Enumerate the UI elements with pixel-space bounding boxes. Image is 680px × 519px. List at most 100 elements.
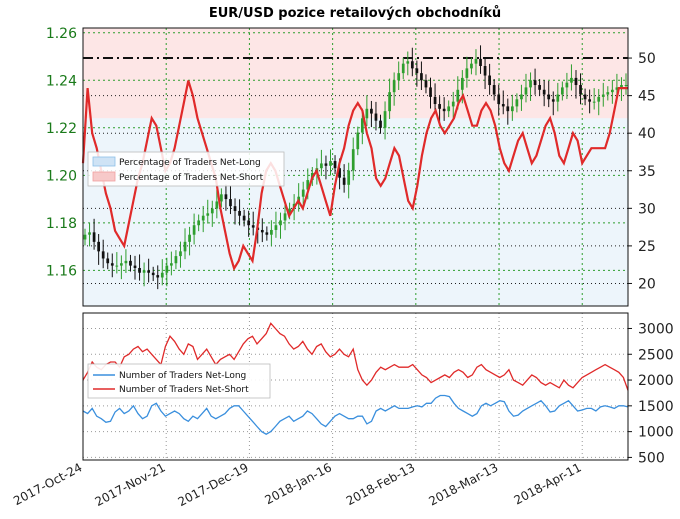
chart-title: EUR/USD pozice retailových obchodníků bbox=[209, 6, 501, 21]
candle-body bbox=[524, 87, 528, 95]
candle-body bbox=[83, 234, 87, 240]
price-tick-label: 1.16 bbox=[46, 263, 77, 279]
candle-body bbox=[497, 94, 501, 105]
candle-body bbox=[260, 229, 264, 233]
legend-label-net-short-pct: Percentage of Traders Net-Short bbox=[119, 173, 264, 183]
candle-body bbox=[483, 66, 487, 76]
candle-body bbox=[138, 267, 141, 273]
top-legend-box bbox=[87, 151, 285, 187]
bottom-panel-frame bbox=[82, 312, 629, 461]
candle-body bbox=[456, 89, 460, 102]
candle-body bbox=[401, 63, 405, 74]
legend-label-net-long-count: Number of Traders Net-Long bbox=[119, 371, 246, 381]
candle-body bbox=[415, 68, 419, 74]
candle-body bbox=[306, 180, 310, 190]
candle-body bbox=[383, 111, 387, 128]
candle-body bbox=[392, 80, 396, 93]
candle-body bbox=[115, 265, 119, 267]
candle-body bbox=[379, 120, 382, 128]
percent-tick-label: 25 bbox=[638, 239, 656, 255]
candle-body bbox=[247, 220, 251, 226]
candle-body bbox=[347, 170, 351, 185]
candle-body bbox=[192, 225, 196, 235]
candle-body bbox=[465, 68, 469, 78]
candle-body bbox=[170, 263, 173, 266]
top-panel: 1.161.181.201.221.241.26 20253035404550 … bbox=[46, 26, 656, 307]
candle-body bbox=[320, 163, 323, 169]
candle-body bbox=[129, 260, 132, 266]
candle-body bbox=[174, 256, 178, 264]
candle-body bbox=[301, 189, 305, 197]
candle-body bbox=[370, 108, 373, 114]
candle-body bbox=[160, 272, 164, 278]
price-axis: 1.16 1.18 1.20 1.22 1.24 1.26 bbox=[46, 26, 77, 280]
candle-body bbox=[606, 92, 610, 95]
candle-body bbox=[101, 251, 105, 259]
candle-body bbox=[110, 263, 114, 266]
candle-body bbox=[183, 241, 187, 252]
candle-body bbox=[151, 272, 155, 276]
date-axis: 2017-Oct-24 2017-Nov-21 2017-Dec-19 2018-Ja… bbox=[11, 460, 584, 509]
candle-body bbox=[533, 80, 537, 86]
candle-body bbox=[133, 265, 137, 268]
date-tick-label: 2018-Jan-16 bbox=[262, 460, 334, 507]
candle-body bbox=[329, 161, 332, 166]
candle-body bbox=[506, 106, 510, 112]
candle-body bbox=[624, 85, 628, 87]
candle-body bbox=[420, 73, 423, 81]
candle-body bbox=[583, 94, 587, 100]
candle-body bbox=[574, 77, 578, 86]
candle-body bbox=[242, 215, 246, 221]
percent-tick-label: 35 bbox=[638, 164, 656, 180]
candle-body bbox=[147, 270, 151, 273]
candle-body bbox=[365, 108, 369, 119]
count-tick-label: 2000 bbox=[638, 373, 674, 389]
candle-body bbox=[579, 85, 582, 95]
candle-body bbox=[615, 87, 619, 90]
percent-tick-label: 45 bbox=[638, 89, 656, 105]
candle-body bbox=[270, 229, 273, 235]
candle-body bbox=[429, 87, 432, 97]
candle-body bbox=[201, 215, 205, 221]
candle-body bbox=[610, 89, 614, 93]
candle-body bbox=[570, 77, 573, 83]
candle-body bbox=[360, 118, 364, 133]
top-panel-frame bbox=[82, 27, 629, 307]
legend-label-net-long-pct: Percentage of Traders Net-Long bbox=[119, 158, 261, 168]
candle-body bbox=[324, 163, 328, 166]
candle-body bbox=[197, 220, 201, 226]
candle-body bbox=[224, 194, 228, 200]
bottom-legend: Number of Traders Net-Long Number of Tra… bbox=[87, 363, 271, 399]
candle-body bbox=[342, 177, 346, 185]
candle-body bbox=[592, 101, 596, 103]
candle-body bbox=[510, 106, 514, 112]
price-tick-label: 1.24 bbox=[46, 73, 77, 89]
percent-tick-label: 30 bbox=[638, 201, 656, 217]
candle-body bbox=[274, 225, 278, 230]
candle-body bbox=[351, 149, 355, 171]
candle-body bbox=[233, 206, 237, 211]
candle-body bbox=[283, 213, 287, 221]
candle-body bbox=[620, 85, 623, 88]
candle-body bbox=[238, 210, 241, 216]
count-tick-label: 1000 bbox=[638, 425, 674, 441]
candle-body bbox=[120, 263, 123, 266]
percent-axis: 20 25 30 35 40 45 50 bbox=[628, 51, 656, 292]
candle-body bbox=[547, 94, 551, 100]
candle-body bbox=[97, 241, 101, 252]
candle-body bbox=[520, 94, 523, 100]
percent-tick-label: 20 bbox=[638, 276, 656, 292]
legend-swatch-net-long-pct bbox=[92, 156, 116, 167]
count-tick-label: 500 bbox=[638, 450, 665, 466]
candle-body bbox=[460, 77, 464, 90]
legend-label-net-short-count: Number of Traders Net-Short bbox=[119, 385, 249, 395]
candle-body bbox=[515, 99, 519, 107]
net-long-area bbox=[83, 118, 628, 306]
candle-body bbox=[397, 73, 401, 81]
percent-tick-label: 40 bbox=[638, 126, 656, 142]
date-tick-label: 2018-Apr-11 bbox=[512, 460, 584, 507]
candle-body bbox=[597, 96, 601, 102]
candle-body bbox=[106, 258, 110, 264]
candle-body bbox=[424, 80, 428, 88]
